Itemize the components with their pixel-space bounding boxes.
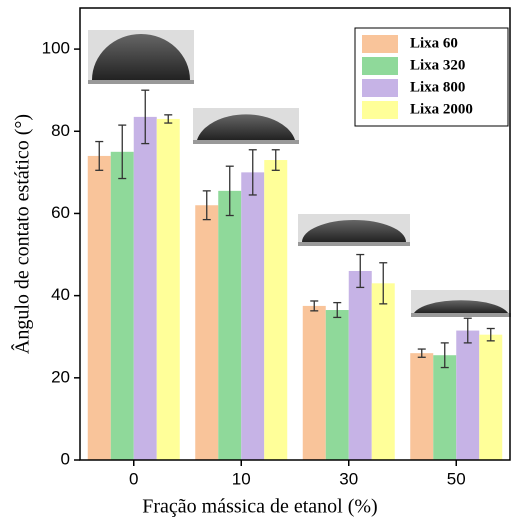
error-bar <box>248 149 257 196</box>
legend-label: Lixa 320 <box>410 57 465 73</box>
error-bar <box>440 342 449 369</box>
x-tick-label: 0 <box>129 469 138 488</box>
y-tick-label: 20 <box>51 367 70 386</box>
bar <box>87 155 111 460</box>
error-bar <box>463 317 472 344</box>
droplet <box>197 114 295 140</box>
legend-swatch <box>362 79 398 97</box>
bar <box>410 353 434 460</box>
droplet <box>302 220 406 242</box>
legend-label: Lixa 800 <box>410 79 465 95</box>
error-bar <box>333 301 342 319</box>
y-tick-label: 80 <box>51 121 70 140</box>
overlay: 0 20 40 60 80 100 0 10 30 50 Lixa 60 Lixa 320 Lixa 8… <box>42 7 511 488</box>
y-tick-label: 100 <box>42 39 70 58</box>
bar <box>218 190 242 460</box>
y-tick-label: 40 <box>51 285 70 304</box>
x-axis-title: Fração mássica de etanol (%) <box>142 496 377 518</box>
bar <box>110 151 134 460</box>
droplet <box>414 300 508 313</box>
bar <box>264 160 288 460</box>
droplet <box>92 34 190 80</box>
bar <box>348 270 372 460</box>
bar <box>479 334 503 460</box>
error-bar <box>486 327 495 342</box>
error-bar <box>271 149 280 171</box>
bar <box>456 330 480 460</box>
legend-swatch <box>362 35 398 53</box>
error-bar <box>356 253 365 289</box>
error-bar <box>141 89 150 145</box>
droplet-base <box>298 242 410 246</box>
error-bar <box>379 262 388 305</box>
droplet-base <box>88 80 194 84</box>
bar <box>241 172 265 460</box>
error-bar <box>202 190 211 221</box>
error-bar <box>417 348 426 358</box>
bar <box>371 283 395 460</box>
droplet-base <box>411 313 511 317</box>
droplet-base <box>193 140 299 144</box>
legend-label: Lixa 2000 <box>410 101 473 117</box>
error-bar <box>118 124 127 180</box>
legend-label: Lixa 60 <box>410 35 458 51</box>
axes-frame <box>79 7 511 461</box>
legend-swatch <box>362 101 398 119</box>
error-bar <box>164 114 173 124</box>
bar <box>133 116 157 461</box>
error-bar <box>225 165 234 217</box>
y-tick-label: 60 <box>51 203 70 222</box>
bar <box>433 355 457 460</box>
error-bar <box>95 140 104 171</box>
error-bar <box>310 300 319 312</box>
y-axis-title: Ângulo de contato estático (°) <box>11 114 34 354</box>
x-tick-label: 50 <box>447 469 466 488</box>
y-tick-label: 0 <box>61 449 70 468</box>
x-tick-label: 30 <box>339 469 358 488</box>
bar <box>195 205 219 460</box>
bar <box>325 310 349 460</box>
legend-swatch <box>362 57 398 75</box>
droplet-images <box>88 30 511 317</box>
x-tick-label: 10 <box>232 469 251 488</box>
bar <box>302 305 326 460</box>
bar <box>156 118 180 460</box>
plot-area <box>87 116 503 461</box>
